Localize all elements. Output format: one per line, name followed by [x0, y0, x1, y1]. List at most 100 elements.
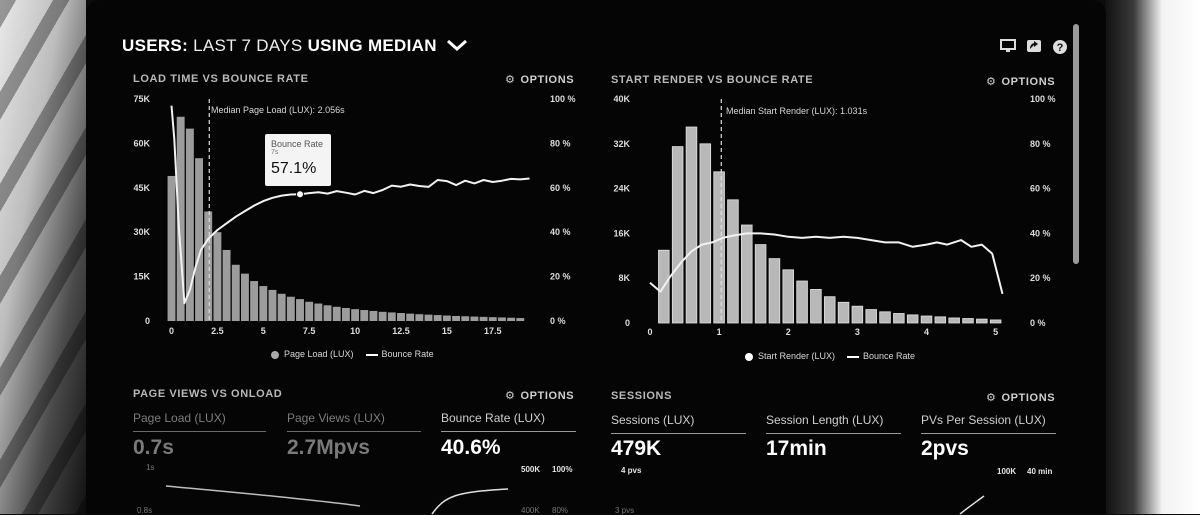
y-right-tick-label: 0 %	[1030, 318, 1046, 328]
metric-label: Session Length (LUX)	[766, 413, 884, 427]
dashboard-title[interactable]: USERS: LAST 7 DAYS USING MEDIAN	[122, 36, 468, 57]
histogram-bar	[685, 126, 698, 324]
bounce-rate-tooltip: Bounce Rate 7s 57.1%	[265, 134, 331, 186]
histogram-bar	[837, 301, 850, 324]
title-range: LAST 7 DAYS	[193, 36, 303, 55]
histogram-bar	[934, 316, 947, 324]
x-tick-label: 0	[169, 326, 174, 336]
render-legend-line: Bounce Rate	[863, 351, 916, 361]
session-trend-line	[959, 495, 985, 515]
hover-point	[296, 190, 305, 199]
dashboard-screen	[86, 0, 1106, 514]
histogram-bar	[305, 301, 314, 321]
histogram-bar	[286, 296, 295, 321]
histogram-bar	[314, 303, 323, 321]
histogram-bar	[222, 249, 231, 321]
y-right-tick-label: 100 %	[1030, 94, 1056, 104]
y-right-tick-label: 80 %	[550, 138, 571, 148]
metric-label: Page Load (LUX)	[133, 411, 226, 425]
histogram-bar	[185, 128, 194, 321]
histogram-bar	[962, 318, 974, 324]
y-left-tick-label: 75K	[133, 94, 150, 104]
render-options-label: OPTIONS	[1001, 76, 1056, 88]
histogram-bar	[893, 313, 905, 324]
render-legend-bar: Start Render (LUX)	[758, 351, 836, 361]
pageviews-options-label: OPTIONS	[520, 390, 575, 402]
title-using: USING	[307, 36, 363, 55]
metric-label: Sessions (LUX)	[611, 413, 695, 427]
pageviews-options-button[interactable]: ⚙ OPTIONS	[505, 389, 574, 402]
tooltip-label: Bounce Rate	[271, 139, 324, 149]
render-median-note: Median Start Render (LUX): 1.031s	[726, 106, 868, 116]
render-options-button[interactable]: ⚙ OPTIONS	[986, 75, 1055, 88]
metric-label: PVs Per Session (LUX)	[921, 413, 1046, 427]
header-toolbar: ?	[1000, 39, 1068, 54]
mini-chart-tick: 3 pvs	[615, 506, 635, 515]
metric-value: 17min	[766, 437, 827, 460]
help-icon[interactable]: ?	[1052, 39, 1068, 54]
tooltip-value: 57.1%	[271, 160, 317, 177]
y-right-tick-label: 60 %	[550, 183, 571, 193]
histogram-bar	[948, 317, 960, 324]
svg-text:?: ?	[1057, 42, 1064, 54]
histogram-bar	[865, 309, 877, 324]
mini-chart-tick: 400K	[521, 506, 540, 515]
y-left-tick-label: 0	[625, 318, 630, 328]
histogram-bar	[268, 289, 277, 321]
mini-chart-tick: 4 pvs	[621, 466, 642, 475]
y-left-tick-label: 60K	[133, 138, 150, 148]
y-right-tick-label: 80 %	[1030, 139, 1051, 149]
y-left-tick-label: 30K	[133, 227, 150, 237]
y-left-tick-label: 45K	[133, 183, 150, 193]
metric-divider	[921, 433, 1056, 434]
mini-chart-tick: 1s	[146, 463, 155, 472]
metric-value: 40.6%	[441, 436, 501, 459]
histogram-bar	[498, 317, 506, 321]
sessions-panel-title: SESSIONS	[611, 390, 673, 402]
load-legend-bar: Page Load (LUX)	[284, 349, 354, 359]
title-aggregation: MEDIAN	[367, 36, 437, 55]
y-right-tick-label: 20 %	[550, 272, 571, 282]
vertical-scrollbar[interactable]	[1073, 24, 1079, 264]
histogram-bar	[231, 264, 240, 321]
pageviews-trend-line	[165, 485, 361, 507]
histogram-bar	[204, 211, 213, 321]
metric-divider	[441, 431, 576, 432]
tooltip-sublabel: 7s	[271, 149, 279, 156]
chevron-down-icon[interactable]	[446, 37, 468, 57]
mini-chart-tick: 80%	[552, 506, 569, 515]
histogram-bar	[369, 310, 378, 321]
load-options-button[interactable]: ⚙ OPTIONS	[505, 73, 574, 86]
render-panel-title: START RENDER VS BOUNCE RATE	[611, 74, 814, 86]
histogram-bar	[213, 232, 222, 321]
histogram-bar	[470, 316, 479, 321]
gear-icon: ⚙	[986, 76, 997, 88]
sessions-options-button[interactable]: ⚙ OPTIONS	[986, 391, 1055, 404]
histogram-bar	[920, 315, 933, 324]
y-left-tick-label: 32K	[613, 139, 630, 149]
y-left-tick-label: 24K	[613, 184, 630, 194]
load-options-label: OPTIONS	[520, 74, 575, 86]
histogram-bar	[433, 315, 442, 321]
histogram-bar	[195, 158, 203, 321]
histogram-bar	[442, 315, 451, 321]
y-right-tick-label: 40 %	[1030, 228, 1051, 238]
y-left-tick-label: 16K	[613, 228, 630, 238]
histogram-bar	[387, 312, 396, 321]
share-icon[interactable]	[1026, 39, 1042, 53]
monitor-icon[interactable]	[1000, 39, 1016, 53]
metric-label: Bounce Rate (LUX)	[441, 411, 546, 425]
title-users: USERS:	[122, 36, 189, 55]
gear-icon: ⚙	[505, 74, 516, 86]
histogram-bar	[176, 116, 185, 321]
y-right-tick-label: 60 %	[1030, 184, 1051, 194]
y-left-tick-label: 8K	[618, 273, 630, 283]
histogram-bar	[768, 258, 781, 324]
histogram-bar	[516, 318, 525, 321]
histogram-bar	[259, 286, 268, 321]
x-tick-label: 5	[261, 326, 266, 336]
x-tick-label: 4	[924, 327, 929, 337]
bounce-trend-line	[431, 488, 509, 515]
histogram-bar	[240, 273, 249, 321]
y-left-tick-label: 0	[145, 316, 150, 326]
